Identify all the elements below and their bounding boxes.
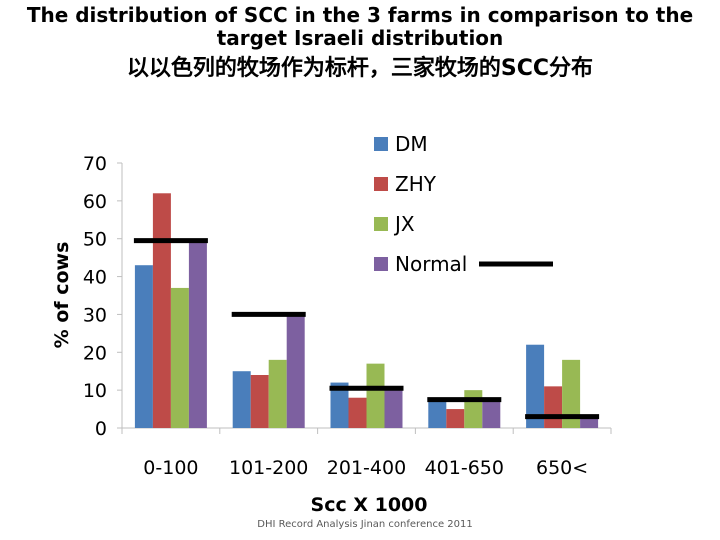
bar-jx — [366, 363, 385, 428]
y-tick-label: 0 — [95, 418, 107, 440]
bar-dm — [232, 371, 251, 428]
bar-jx — [170, 287, 189, 428]
bar-normal — [580, 416, 599, 428]
legend-swatch-zhy — [374, 177, 388, 191]
x-axis-label: Scc X 1000 — [311, 494, 428, 516]
bar-jx — [562, 359, 581, 428]
legend-label-jx: JX — [393, 212, 415, 236]
y-tick-label: 70 — [83, 153, 107, 175]
bar-zhy — [544, 386, 563, 428]
y-tick-label: 40 — [83, 267, 107, 289]
x-tick-label: 0-100 — [143, 457, 198, 479]
chart-axes: 0 10 20 30 40 50 60 70 0-100 101-200 201-400 401-65… — [83, 153, 612, 479]
y-axis-label: % of cows — [51, 242, 73, 349]
target-lines — [133, 238, 600, 420]
bar-zhy — [446, 409, 465, 428]
legend-swatch-dm — [374, 137, 388, 151]
bar-normal — [482, 397, 501, 428]
bar-zhy — [152, 193, 171, 428]
bar-zhy — [348, 397, 367, 428]
chart-bars — [134, 193, 599, 428]
y-tick-label: 50 — [83, 229, 107, 251]
bar-normal — [188, 238, 207, 428]
y-tick-label: 20 — [83, 342, 107, 364]
chart-title-chinese: 以以色列的牧场作为标杆，三家牧场的SCC分布 — [126, 56, 594, 81]
footer-note: DHI Record Analysis Jinan conference 201… — [257, 519, 473, 530]
bar-normal — [384, 386, 403, 428]
bar-jx — [464, 390, 483, 428]
bar-normal — [286, 314, 305, 428]
bar-dm — [134, 265, 153, 428]
y-tick-label: 60 — [83, 191, 107, 213]
legend-swatch-jx — [374, 217, 388, 231]
legend-label-dm: DM — [395, 132, 428, 156]
x-tick-label: 401-650 — [425, 457, 504, 479]
bar-dm — [428, 401, 447, 428]
x-tick-label: 201-400 — [327, 457, 406, 479]
legend-label-zhy: ZHY — [395, 172, 437, 196]
bar-dm — [526, 344, 545, 428]
x-tick-label: 650< — [536, 457, 588, 479]
bar-dm — [330, 382, 349, 428]
chart-legend: DM ZHY JX Normal — [374, 132, 553, 276]
legend-label-normal: Normal — [395, 252, 467, 276]
y-tick-label: 10 — [83, 380, 107, 402]
bar-zhy — [250, 375, 269, 428]
y-tick-label: 30 — [83, 304, 107, 326]
bar-jx — [268, 359, 287, 428]
x-tick-label: 101-200 — [229, 457, 308, 479]
legend-swatch-normal — [374, 257, 388, 271]
chart-title: The distribution of SCC in the 3 farms i… — [26, 3, 694, 50]
